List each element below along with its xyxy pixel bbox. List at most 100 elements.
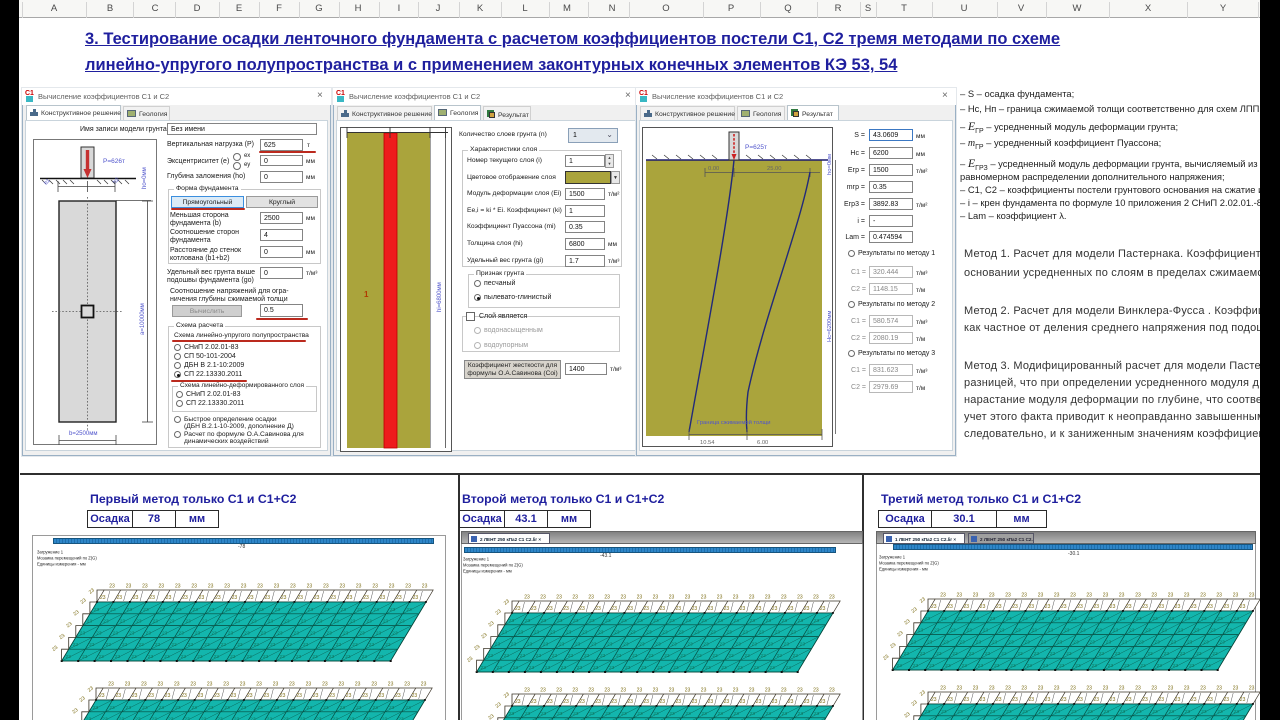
svg-text:23: 23 bbox=[607, 641, 613, 647]
svg-text:23: 23 bbox=[820, 699, 826, 705]
svg-text:23: 23 bbox=[237, 642, 243, 648]
svg-text:23: 23 bbox=[798, 618, 804, 624]
svg-text:23: 23 bbox=[829, 688, 835, 694]
svg-text:23: 23 bbox=[643, 606, 649, 612]
svg-text:23: 23 bbox=[701, 688, 707, 694]
svg-text:23: 23 bbox=[412, 693, 418, 699]
svg-text:23: 23 bbox=[568, 653, 574, 659]
svg-text:23: 23 bbox=[1110, 697, 1116, 703]
svg-text:23: 23 bbox=[584, 653, 590, 659]
svg-text:23: 23 bbox=[686, 618, 692, 624]
svg-text:23: 23 bbox=[527, 641, 533, 647]
svg-text:23: 23 bbox=[566, 630, 572, 636]
svg-text:23: 23 bbox=[186, 619, 192, 625]
svg-text:23: 23 bbox=[595, 699, 601, 705]
svg-text:23: 23 bbox=[1039, 709, 1045, 715]
svg-text:23: 23 bbox=[248, 595, 254, 601]
svg-text:23: 23 bbox=[1043, 663, 1049, 669]
svg-text:23: 23 bbox=[518, 630, 524, 636]
svg-text:23: 23 bbox=[502, 630, 508, 636]
svg-text:23: 23 bbox=[653, 618, 659, 624]
svg-text:23: 23 bbox=[579, 606, 585, 612]
svg-text:23: 23 bbox=[611, 699, 617, 705]
svg-text:23: 23 bbox=[1200, 593, 1206, 599]
svg-text:23: 23 bbox=[297, 595, 303, 601]
svg-text:23: 23 bbox=[313, 693, 319, 699]
svg-text:23: 23 bbox=[630, 630, 636, 636]
svg-text:23: 23 bbox=[1094, 697, 1100, 703]
svg-text:23: 23 bbox=[1196, 651, 1202, 657]
svg-text:23: 23 bbox=[352, 642, 358, 648]
svg-text:23: 23 bbox=[976, 639, 982, 645]
svg-text:23: 23 bbox=[721, 665, 727, 671]
svg-text:23: 23 bbox=[804, 606, 810, 612]
svg-text:23: 23 bbox=[316, 717, 322, 720]
svg-text:23: 23 bbox=[919, 596, 927, 604]
svg-text:23: 23 bbox=[797, 688, 803, 694]
svg-text:23: 23 bbox=[600, 653, 606, 659]
svg-text:23: 23 bbox=[257, 584, 263, 590]
svg-text:23: 23 bbox=[761, 653, 767, 659]
svg-text:23: 23 bbox=[202, 619, 208, 625]
svg-text:23: 23 bbox=[405, 584, 411, 590]
svg-text:23: 23 bbox=[575, 641, 581, 647]
svg-text:23: 23 bbox=[1073, 639, 1079, 645]
svg-text:23: 23 bbox=[258, 607, 264, 613]
svg-text:23: 23 bbox=[224, 584, 230, 590]
svg-text:23: 23 bbox=[814, 711, 820, 717]
svg-text:Р=625т: Р=625т bbox=[745, 144, 767, 151]
svg-text:23: 23 bbox=[1207, 697, 1213, 703]
svg-text:23: 23 bbox=[284, 619, 290, 625]
svg-text:23: 23 bbox=[913, 663, 919, 669]
svg-text:23: 23 bbox=[556, 688, 562, 694]
svg-text:23: 23 bbox=[1034, 651, 1040, 657]
svg-text:23: 23 bbox=[373, 705, 379, 711]
svg-text:23: 23 bbox=[1234, 709, 1240, 715]
svg-text:23: 23 bbox=[595, 606, 601, 612]
svg-text:23: 23 bbox=[589, 618, 595, 624]
svg-text:23: 23 bbox=[655, 641, 661, 647]
svg-text:23: 23 bbox=[421, 682, 427, 688]
svg-text:23: 23 bbox=[525, 618, 531, 624]
svg-text:6.00: 6.00 bbox=[757, 440, 768, 446]
svg-text:23: 23 bbox=[1017, 651, 1023, 657]
svg-text:23: 23 bbox=[605, 618, 611, 624]
svg-text:23: 23 bbox=[678, 630, 684, 636]
svg-text:b1: b1 bbox=[43, 178, 52, 187]
svg-text:23: 23 bbox=[653, 688, 659, 694]
svg-text:23: 23 bbox=[396, 595, 402, 601]
svg-text:23: 23 bbox=[1027, 663, 1033, 669]
svg-text:23: 23 bbox=[291, 607, 297, 613]
svg-text:23: 23 bbox=[889, 642, 897, 650]
svg-text:b=2500мм: b=2500мм bbox=[69, 431, 97, 437]
svg-text:23: 23 bbox=[990, 616, 996, 622]
svg-text:23: 23 bbox=[639, 641, 645, 647]
svg-text:23: 23 bbox=[882, 653, 890, 661]
svg-text:23: 23 bbox=[911, 639, 917, 645]
svg-text:23: 23 bbox=[1234, 616, 1240, 622]
svg-text:23: 23 bbox=[88, 587, 96, 595]
svg-text:23: 23 bbox=[1191, 697, 1197, 703]
svg-text:23: 23 bbox=[497, 665, 503, 671]
svg-text:23: 23 bbox=[547, 606, 553, 612]
svg-text:23: 23 bbox=[750, 711, 756, 717]
svg-text:23: 23 bbox=[362, 693, 368, 699]
svg-text:23: 23 bbox=[985, 651, 991, 657]
svg-text:23: 23 bbox=[733, 688, 739, 694]
svg-text:23: 23 bbox=[155, 642, 161, 648]
svg-text:23: 23 bbox=[1054, 686, 1060, 692]
svg-text:23: 23 bbox=[103, 619, 109, 625]
svg-text:23: 23 bbox=[807, 630, 813, 636]
svg-text:23: 23 bbox=[110, 607, 116, 613]
svg-text:23: 23 bbox=[214, 693, 220, 699]
svg-text:23: 23 bbox=[324, 607, 330, 613]
svg-text:23: 23 bbox=[263, 654, 269, 660]
svg-text:23: 23 bbox=[1022, 709, 1028, 715]
svg-text:hо=0мм: hо=0мм bbox=[142, 167, 148, 189]
svg-text:23: 23 bbox=[185, 717, 191, 720]
svg-text:23: 23 bbox=[759, 630, 765, 636]
svg-text:23: 23 bbox=[1059, 663, 1065, 669]
svg-text:23: 23 bbox=[362, 654, 368, 660]
svg-text:23: 23 bbox=[657, 665, 663, 671]
svg-text:23: 23 bbox=[407, 607, 413, 613]
